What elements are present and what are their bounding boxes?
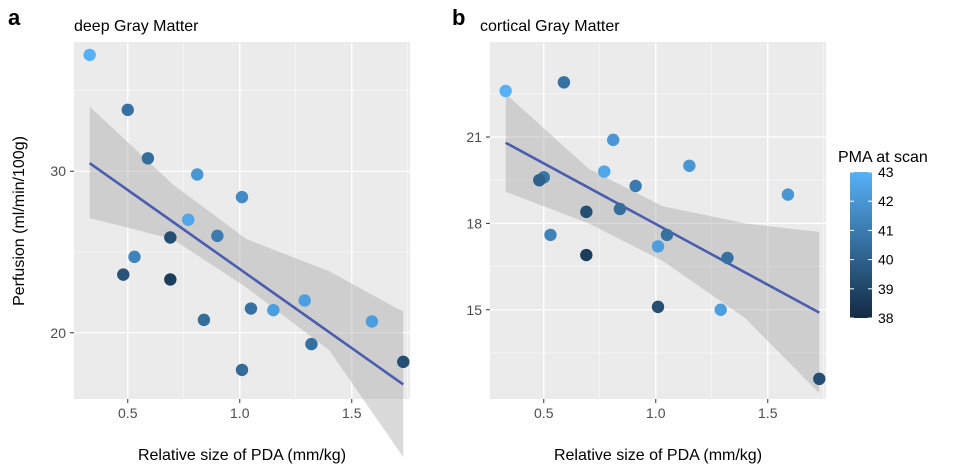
data-point [813,372,826,386]
data-point [235,190,249,204]
panel-a: 0.5 1.0 1.5 20 30 a deep Gray Matter Relativ… [8,5,410,464]
legend-tick-label: 42 [878,193,894,209]
panel-a-points [83,48,410,377]
x-tick-label: 0.5 [534,405,554,421]
data-point [651,300,665,314]
panel-b-letter: b [452,5,465,30]
panel-a-letter: a [8,5,21,30]
panel-a-x-label: Relative size of PDA (mm/kg) [138,447,346,464]
legend-tick-label: 40 [878,252,894,268]
data-point [533,173,546,187]
data-point [83,48,96,62]
data-point [613,202,627,216]
regression-line [505,141,820,314]
data-point [191,168,204,181]
data-point [781,188,795,201]
y-tick-label: 21 [466,129,482,145]
x-tick-label: 1.5 [342,405,362,421]
data-point [557,76,571,89]
data-point [117,268,130,281]
y-tick-label: 18 [466,215,482,231]
data-point [580,205,593,219]
x-tick-label: 1.0 [646,405,666,421]
panel-b-axes: 0.5 1.0 1.5 15 18 21 [466,129,777,421]
data-point [721,251,734,265]
y-tick-label: 20 [50,325,66,341]
data-point [121,103,134,117]
data-point [683,159,696,172]
data-point [235,363,249,377]
data-point [164,231,177,244]
legend-colorbar [850,172,872,318]
y-tick-label: 30 [50,163,66,179]
data-point [607,133,620,147]
legend-tick-label: 41 [878,222,894,238]
data-point [141,152,155,165]
data-point [629,179,642,193]
legend-tick-label: 39 [878,281,894,297]
y-axis-label: Perfusion (ml/min/100g) [11,136,28,306]
data-point [211,229,224,243]
legend-tick-label: 38 [878,310,894,326]
data-point [128,250,141,264]
confidence-band [89,106,404,458]
data-point [714,303,727,316]
data-point [164,273,177,286]
data-point [580,248,593,262]
data-point [197,313,211,327]
legend-title: PMA at scan [838,149,928,166]
data-point [397,355,410,369]
data-point [267,303,280,317]
data-point [244,302,258,315]
data-point [182,213,195,226]
panel-a-axes: 0.5 1.0 1.5 20 30 [50,163,361,421]
regression-line [88,162,405,386]
panel-b-title: cortical Gray Matter [480,18,620,35]
panel-b: 0.5 1.0 1.5 15 18 21 b cortical Gray Matter R… [452,5,826,464]
legend-tick-label: 43 [878,164,894,180]
panel-a-grid [74,42,410,399]
y-tick-label: 15 [466,302,482,318]
panel-a-title: deep Gray Matter [74,18,199,35]
data-point [499,84,512,98]
x-tick-label: 0.5 [118,405,138,421]
x-tick-label: 1.5 [758,405,778,421]
data-point [365,315,379,328]
panel-a-band-group [88,106,405,458]
data-point [660,228,674,242]
data-point [298,294,311,307]
data-point [544,228,557,242]
x-tick-label: 1.0 [230,405,250,421]
data-point [651,240,665,253]
panel-a-background [74,42,410,399]
panel-b-background [490,42,826,399]
panel-b-points [499,76,826,386]
legend: PMA at scan 43 42 41 40 39 38 [838,149,928,326]
data-point [305,337,318,351]
data-point [598,165,611,178]
panel-b-x-label: Relative size of PDA (mm/kg) [554,447,762,464]
legend-ticks: 43 42 41 40 39 38 [850,164,894,326]
